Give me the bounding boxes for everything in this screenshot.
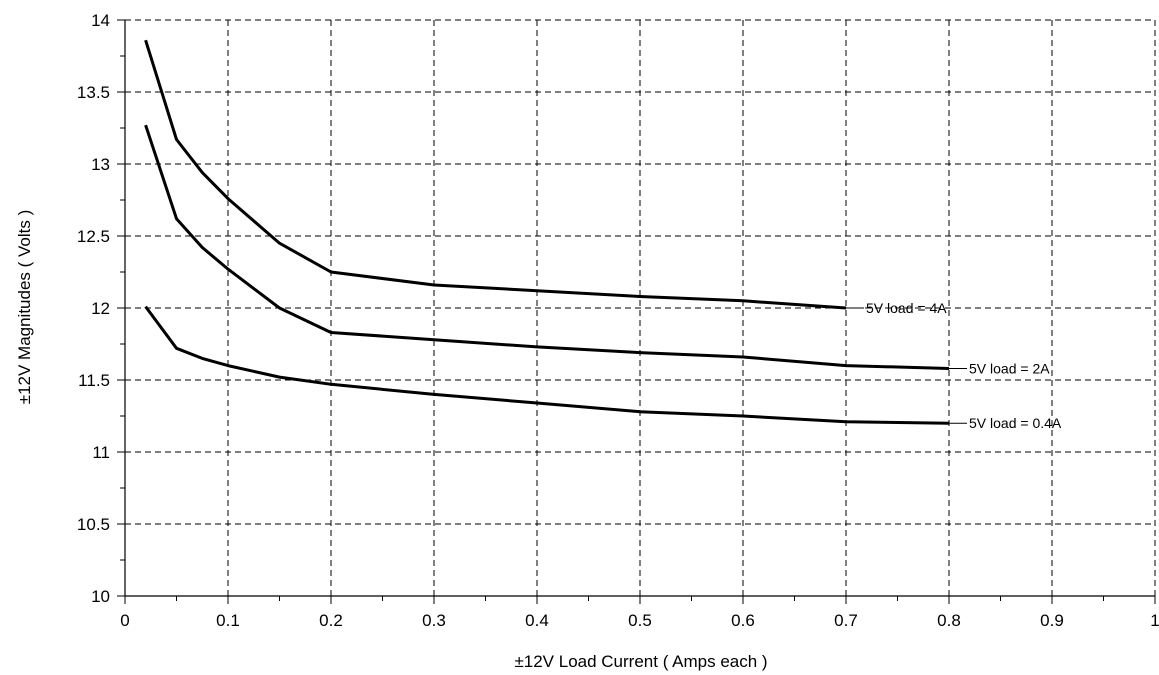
y-tick-label: 10 bbox=[91, 587, 110, 606]
y-axis-title: ±12V Magnitudes ( Volts ) bbox=[15, 210, 34, 405]
y-tick-label: 12.5 bbox=[77, 227, 110, 246]
series-label: 5V load = 4A bbox=[866, 300, 947, 316]
x-tick-label: 0 bbox=[120, 611, 129, 630]
x-tick-label: 0.6 bbox=[731, 611, 755, 630]
series-line bbox=[144, 124, 950, 370]
x-tick-label: 0.8 bbox=[937, 611, 961, 630]
y-tick-label: 13.5 bbox=[77, 83, 110, 102]
x-tick-label: 0.1 bbox=[216, 611, 240, 630]
axes: 0 0.1 0.2 0.3 0.4 0.5 0.6 0.7 0.8 0.9 1 10 10.5 11 11.… bbox=[77, 11, 1159, 630]
y-tick-label: 11 bbox=[92, 443, 110, 462]
y-tick-label: 13 bbox=[91, 155, 110, 174]
x-tick-label: 0.5 bbox=[628, 611, 652, 630]
y-tick-label: 12 bbox=[91, 299, 110, 318]
x-tick-label: 0.2 bbox=[319, 611, 343, 630]
x-tick-label: 0.7 bbox=[834, 611, 858, 630]
y-tick-label: 11.5 bbox=[78, 371, 110, 390]
x-axis-title: ±12V Load Current ( Amps each ) bbox=[514, 652, 767, 671]
series-label: 5V load = 0.4A bbox=[969, 415, 1062, 431]
y-tick-label: 14 bbox=[91, 11, 110, 30]
grid bbox=[125, 19, 1156, 596]
series-label: 5V load = 2A bbox=[969, 360, 1050, 376]
series-line bbox=[144, 39, 847, 310]
x-tick-label: 1 bbox=[1150, 611, 1159, 630]
x-tick-label: 0.9 bbox=[1040, 611, 1064, 630]
x-tick-label: 0.4 bbox=[525, 611, 549, 630]
series-lines bbox=[144, 39, 950, 425]
x-tick-label: 0.3 bbox=[422, 611, 446, 630]
series-labels: 5V load = 4A 5V load = 2A 5V load = 0.4A bbox=[846, 300, 1062, 431]
series-line bbox=[144, 305, 950, 425]
y-tick-label: 10.5 bbox=[77, 515, 110, 534]
